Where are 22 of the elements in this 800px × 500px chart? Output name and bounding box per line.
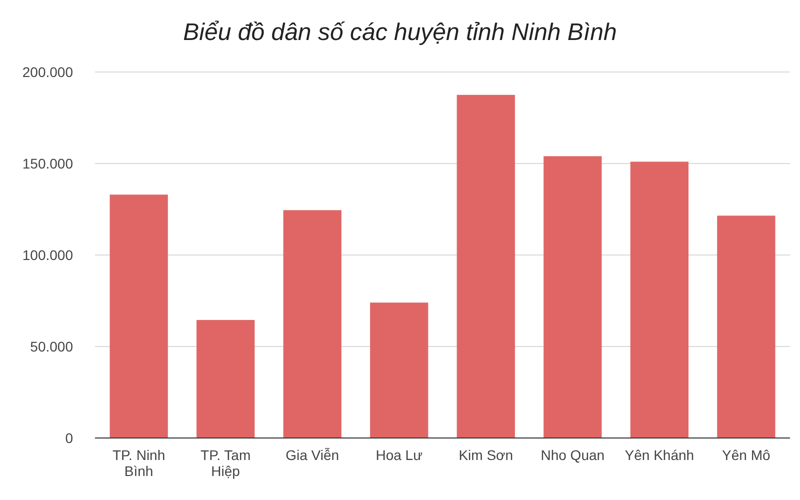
x-tick-label: TP. Tam Hiệp [200,447,251,479]
y-tick-label: 150.000 [22,155,74,172]
x-tick-label: Nho Quan [540,447,605,463]
bar [717,216,776,438]
x-tick-label: Hoa Lư [376,447,422,463]
x-tick-label: Yên Mô [722,447,771,463]
bar [110,194,168,438]
bar [544,156,602,438]
bar [630,162,688,438]
chart-title: Biểu đồ dân số các huyện tỉnh Ninh Bình [183,19,617,46]
y-tick-label: 0 [65,430,74,446]
bar [456,94,515,438]
y-tick-label: 200.000 [22,64,74,80]
x-tick-label: Kim Sơn [458,447,514,463]
y-tick-label: 100.000 [22,246,74,263]
y-tick-label: 50.000 [30,338,74,354]
x-tick-label: TP. Ninh Bình [112,447,166,479]
bar [283,210,342,438]
x-tick-label: Yên Khánh [624,447,694,463]
x-tick-label: Gia Viễn [286,447,340,463]
bar [370,302,428,438]
bar [196,320,255,438]
